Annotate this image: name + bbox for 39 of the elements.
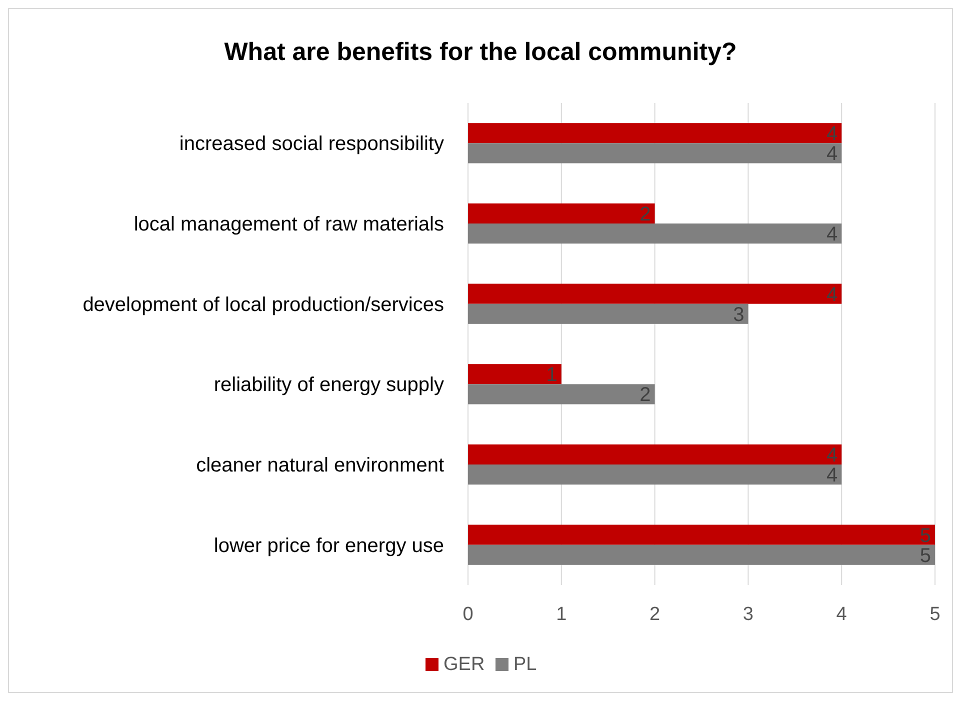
legend-label: PL: [514, 654, 537, 675]
y-tick-label: reliability of energy supply: [214, 374, 444, 396]
legend-label: GER: [444, 654, 485, 675]
x-tick-label: 3: [742, 604, 754, 625]
y-tick-label: lower price for energy use: [214, 534, 444, 557]
bar: [468, 364, 562, 384]
data-label: 5: [920, 524, 931, 547]
bar: [468, 143, 842, 164]
bar: [468, 464, 842, 485]
data-label: 4: [826, 143, 838, 166]
bar: [468, 284, 842, 304]
data-label: 3: [733, 304, 744, 326]
bar: [468, 524, 935, 545]
y-tick-label: increased social responsibility: [179, 133, 444, 156]
data-label: 4: [826, 464, 838, 487]
bar: [468, 544, 935, 565]
x-tick-label: 4: [836, 604, 848, 625]
data-label: 4: [826, 284, 838, 306]
data-label: 2: [640, 203, 651, 226]
x-tick-label: 0: [462, 604, 474, 625]
bar: [468, 123, 842, 144]
y-tick-label: development of local production/services: [82, 294, 444, 316]
y-tick-label: cleaner natural environment: [196, 454, 444, 476]
bar: [468, 304, 748, 324]
y-tick-label: local management of raw materials: [134, 214, 444, 236]
data-label: 4: [826, 123, 838, 146]
data-label: 4: [826, 224, 838, 246]
bar: [468, 203, 655, 224]
chart-title: What are benefits for the local community?: [224, 38, 737, 66]
bar: [468, 224, 842, 244]
bar: [468, 444, 842, 464]
data-label: 5: [920, 544, 931, 567]
data-label: 2: [640, 384, 651, 406]
data-label: 1: [546, 364, 558, 386]
data-label: 4: [826, 444, 838, 466]
x-tick-label: 1: [556, 604, 567, 625]
bar: [468, 384, 655, 404]
x-tick-label: 5: [930, 604, 940, 625]
x-tick-label: 2: [650, 604, 660, 625]
